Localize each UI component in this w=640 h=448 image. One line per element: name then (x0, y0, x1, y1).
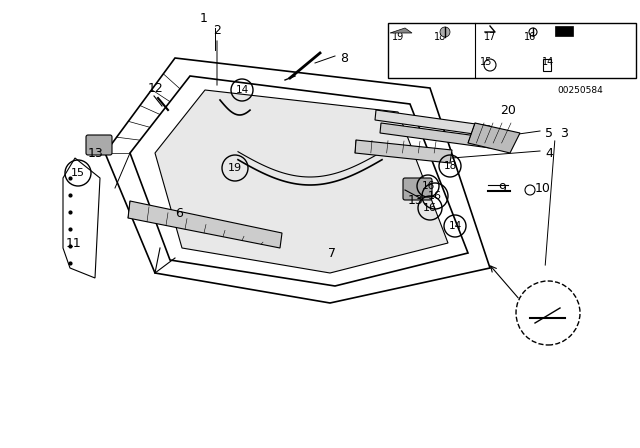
Text: 16: 16 (524, 32, 536, 42)
Text: 19: 19 (392, 32, 404, 42)
Text: 12: 12 (148, 82, 164, 95)
Text: 9: 9 (498, 181, 506, 194)
Text: 19: 19 (228, 163, 242, 173)
Text: 11: 11 (66, 237, 82, 250)
Text: 16: 16 (428, 191, 442, 201)
Text: 5: 5 (545, 126, 553, 139)
Bar (543, 59, 551, 71)
Polygon shape (128, 201, 282, 248)
Text: 18: 18 (434, 32, 446, 42)
Text: 4: 4 (545, 146, 553, 159)
Text: 3: 3 (560, 126, 568, 139)
Text: 15: 15 (480, 57, 492, 67)
Text: 13: 13 (408, 194, 424, 207)
Text: 2: 2 (213, 23, 221, 36)
Bar (555, 26, 573, 36)
Bar (388, 23, 636, 78)
Text: 14: 14 (236, 85, 248, 95)
Text: 18: 18 (444, 161, 456, 171)
Text: 7: 7 (328, 246, 336, 259)
FancyBboxPatch shape (403, 178, 432, 200)
Text: 14: 14 (449, 221, 461, 231)
Text: 1: 1 (200, 12, 208, 25)
Text: 6: 6 (175, 207, 183, 220)
Text: 10: 10 (535, 181, 551, 194)
Polygon shape (355, 140, 452, 163)
Text: 14: 14 (542, 57, 554, 67)
Text: 16: 16 (423, 203, 437, 213)
Circle shape (440, 27, 450, 37)
Polygon shape (468, 123, 520, 153)
Text: 17: 17 (484, 32, 496, 42)
Polygon shape (155, 90, 448, 273)
Text: 20: 20 (500, 103, 516, 116)
Polygon shape (380, 123, 492, 148)
Text: 15: 15 (71, 168, 85, 178)
FancyBboxPatch shape (86, 135, 112, 155)
Text: 13: 13 (88, 146, 104, 159)
Text: 00250584: 00250584 (557, 86, 603, 95)
Text: 8: 8 (340, 52, 348, 65)
Polygon shape (390, 28, 412, 33)
Polygon shape (375, 110, 490, 136)
Text: 16: 16 (421, 181, 435, 191)
